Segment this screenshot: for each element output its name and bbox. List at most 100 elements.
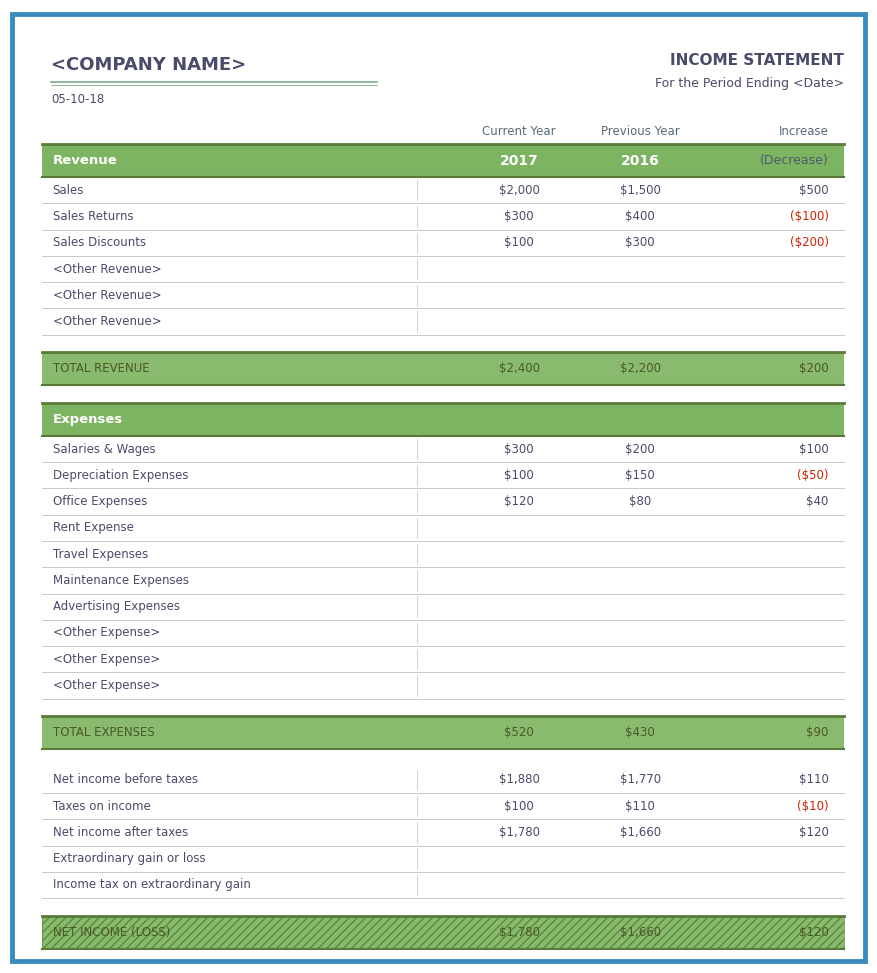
Text: $100: $100 [799, 443, 829, 455]
Text: <Other Revenue>: <Other Revenue> [53, 263, 161, 275]
Text: $80: $80 [629, 495, 652, 508]
Text: Extraordinary gain or loss: Extraordinary gain or loss [53, 852, 205, 865]
Text: $430: $430 [625, 726, 655, 739]
Bar [42, 620, 844, 646]
Bar [42, 646, 844, 672]
Text: Maintenance Expenses: Maintenance Expenses [53, 574, 189, 587]
Text: $120: $120 [799, 925, 829, 939]
Text: $2,000: $2,000 [499, 184, 539, 197]
Text: Sales Returns: Sales Returns [53, 210, 133, 223]
Text: <COMPANY NAME>: <COMPANY NAME> [51, 56, 246, 74]
Text: 05-10-18: 05-10-18 [51, 93, 104, 106]
Text: $200: $200 [625, 443, 655, 455]
Bar [42, 230, 844, 256]
Text: Expenses: Expenses [53, 413, 123, 426]
Bar [42, 567, 844, 594]
Bar [42, 203, 844, 230]
Text: $100: $100 [504, 236, 534, 249]
Text: 2017: 2017 [500, 154, 538, 167]
Text: $90: $90 [806, 726, 829, 739]
Text: $1,880: $1,880 [499, 774, 539, 786]
Text: $200: $200 [799, 362, 829, 376]
Text: Current Year: Current Year [482, 125, 556, 137]
Bar [42, 436, 844, 462]
Text: $1,780: $1,780 [499, 925, 539, 939]
Text: $120: $120 [799, 826, 829, 839]
Bar [42, 256, 844, 282]
Text: $1,780: $1,780 [499, 826, 539, 839]
Bar [42, 541, 844, 567]
Text: $400: $400 [625, 210, 655, 223]
Text: $520: $520 [504, 726, 534, 739]
Text: Net income after taxes: Net income after taxes [53, 826, 188, 839]
Text: ($10): ($10) [797, 800, 829, 812]
Bar [42, 819, 844, 846]
Text: $100: $100 [504, 469, 534, 482]
Bar [42, 672, 844, 699]
Text: $2,400: $2,400 [499, 362, 539, 376]
Text: $300: $300 [504, 210, 534, 223]
Bar [42, 916, 844, 949]
Bar [42, 767, 844, 793]
Bar [42, 488, 844, 515]
Text: $300: $300 [625, 236, 655, 249]
Bar [42, 352, 844, 385]
Text: ($100): ($100) [790, 210, 829, 223]
Text: Previous Year: Previous Year [601, 125, 680, 137]
Text: Travel Expenses: Travel Expenses [53, 548, 148, 560]
Text: $100: $100 [504, 800, 534, 812]
Text: <Other Revenue>: <Other Revenue> [53, 289, 161, 302]
Text: For the Period Ending <Date>: For the Period Ending <Date> [654, 77, 844, 90]
Text: TOTAL REVENUE: TOTAL REVENUE [53, 362, 149, 376]
Bar [42, 403, 844, 436]
Bar [42, 716, 844, 749]
Text: <Other Expense>: <Other Expense> [53, 653, 160, 666]
Bar [42, 916, 844, 949]
Bar [42, 308, 844, 335]
Text: $300: $300 [504, 443, 534, 455]
Text: Advertising Expenses: Advertising Expenses [53, 600, 180, 613]
Bar [42, 177, 844, 203]
Bar [42, 282, 844, 308]
Text: Income tax on extraordinary gain: Income tax on extraordinary gain [53, 879, 251, 891]
Text: (Decrease): (Decrease) [760, 154, 829, 167]
Text: $120: $120 [504, 495, 534, 508]
Bar [42, 594, 844, 620]
Text: Sales: Sales [53, 184, 84, 197]
Text: INCOME STATEMENT: INCOME STATEMENT [670, 53, 844, 67]
Text: $1,500: $1,500 [620, 184, 660, 197]
Text: Increase: Increase [779, 125, 829, 137]
Text: Salaries & Wages: Salaries & Wages [53, 443, 155, 455]
Text: <Other Expense>: <Other Expense> [53, 627, 160, 639]
Text: Net income before taxes: Net income before taxes [53, 774, 197, 786]
Bar [42, 793, 844, 819]
Text: $110: $110 [799, 774, 829, 786]
Bar [42, 462, 844, 488]
Text: $150: $150 [625, 469, 655, 482]
Text: <Other Revenue>: <Other Revenue> [53, 315, 161, 328]
Text: <Other Expense>: <Other Expense> [53, 679, 160, 692]
Text: Sales Discounts: Sales Discounts [53, 236, 146, 249]
Text: Office Expenses: Office Expenses [53, 495, 147, 508]
Text: Depreciation Expenses: Depreciation Expenses [53, 469, 189, 482]
Text: $1,660: $1,660 [620, 826, 660, 839]
Text: ($50): ($50) [797, 469, 829, 482]
FancyBboxPatch shape [12, 14, 865, 961]
Text: TOTAL EXPENSES: TOTAL EXPENSES [53, 726, 154, 739]
Text: $1,660: $1,660 [620, 925, 660, 939]
Text: $40: $40 [806, 495, 829, 508]
Text: $110: $110 [625, 800, 655, 812]
Text: NET INCOME (LOSS): NET INCOME (LOSS) [53, 925, 170, 939]
Text: $500: $500 [799, 184, 829, 197]
Bar [42, 846, 844, 872]
Text: Revenue: Revenue [53, 154, 118, 167]
Bar [42, 872, 844, 898]
Bar [42, 515, 844, 541]
Text: Rent Expense: Rent Expense [53, 522, 133, 534]
Text: $1,770: $1,770 [620, 774, 660, 786]
Text: $2,200: $2,200 [620, 362, 660, 376]
Bar [42, 144, 844, 177]
Text: ($200): ($200) [790, 236, 829, 249]
Text: 2016: 2016 [621, 154, 660, 167]
Text: Taxes on income: Taxes on income [53, 800, 150, 812]
